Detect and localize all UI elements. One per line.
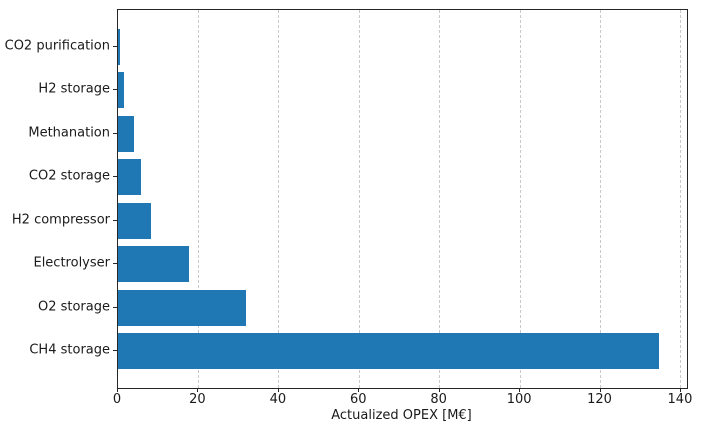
bar-electrolyser	[118, 246, 189, 283]
x-tick-mark	[277, 388, 279, 392]
x-tick-label: 140	[667, 392, 693, 407]
x-tick-label: 0	[112, 392, 122, 407]
y-tick-mark	[113, 350, 117, 352]
bar-methanation	[118, 115, 135, 152]
x-tick-mark	[519, 388, 521, 392]
x-tick-mark	[358, 388, 360, 392]
y-tick-label: Methanation	[28, 125, 110, 141]
y-tick-mark	[113, 263, 117, 265]
gridline-x-120	[600, 10, 602, 388]
x-tick-label: 100	[506, 392, 532, 407]
y-tick-label: CO2 storage	[28, 168, 110, 184]
y-tick-mark	[113, 306, 117, 308]
x-axis-title: Actualized OPEX [M€]	[331, 408, 472, 423]
y-tick-label: CO2 purification	[4, 38, 110, 54]
x-tick-label: 120	[587, 392, 612, 407]
x-tick-label: 80	[430, 392, 447, 407]
bar-co2-purification	[118, 28, 121, 65]
x-tick-mark	[438, 388, 440, 392]
x-tick-mark	[197, 388, 199, 392]
y-tick-label: H2 compressor	[11, 212, 110, 228]
bar-co2-storage	[118, 159, 142, 196]
x-tick-label: 60	[349, 392, 367, 407]
y-tick-label: CH4 storage	[29, 342, 110, 358]
y-tick-mark	[113, 132, 117, 134]
x-tick-label: 40	[269, 392, 287, 407]
x-tick-mark	[599, 388, 601, 392]
y-tick-label: O2 storage	[37, 299, 110, 315]
y-tick-label: H2 storage	[38, 81, 110, 97]
x-tick-mark	[679, 388, 681, 392]
bar-h2-storage	[118, 72, 125, 109]
x-tick-label: 20	[189, 392, 206, 407]
y-tick-label: Electrolyser	[33, 255, 110, 271]
bar-h2-compressor	[118, 202, 151, 239]
gridline-x-140	[680, 10, 682, 388]
bar-ch4-storage	[118, 333, 659, 370]
gridline-x-20	[197, 10, 199, 388]
gridline-x-80	[439, 10, 441, 388]
bar-o2-storage	[118, 289, 246, 326]
y-tick-mark	[113, 89, 117, 91]
gridline-x-100	[519, 10, 521, 388]
plot-area	[117, 9, 688, 389]
y-tick-mark	[113, 45, 117, 47]
gridline-x-60	[358, 10, 360, 388]
gridline-x-40	[278, 10, 280, 388]
x-tick-mark	[117, 388, 118, 392]
y-tick-mark	[113, 219, 117, 221]
y-tick-mark	[113, 176, 117, 178]
